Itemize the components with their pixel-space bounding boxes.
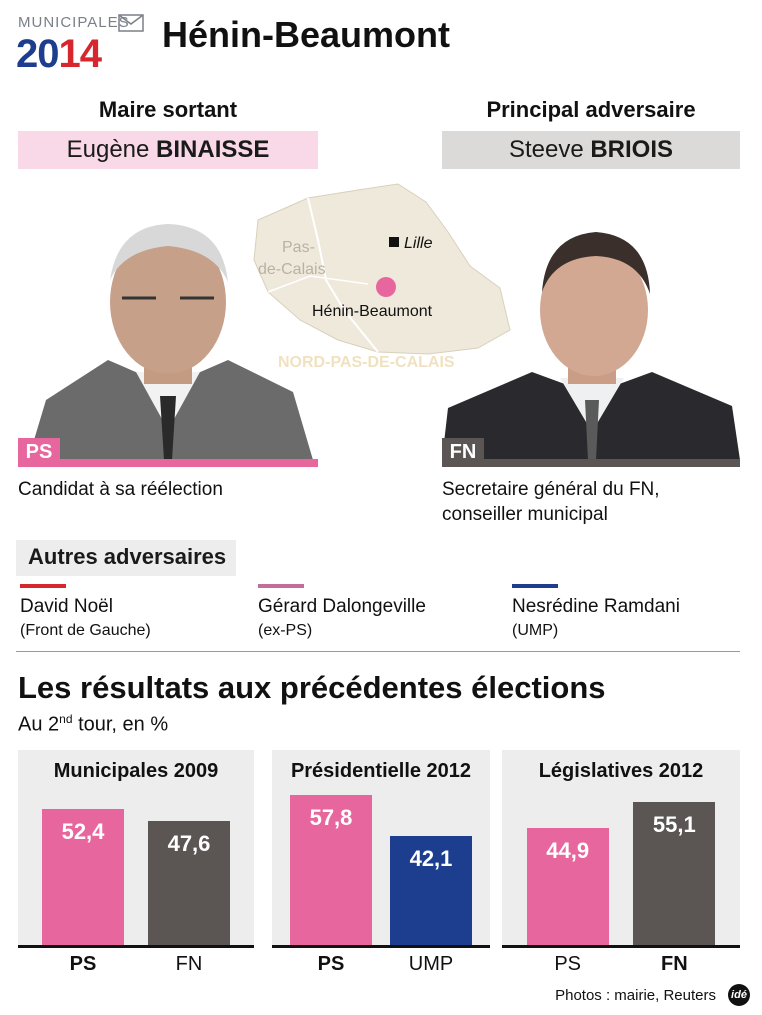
bar-category-label: PS [554, 953, 581, 975]
challenger-name: Steeve BRIOIS [442, 131, 740, 169]
challenger-photo [442, 210, 740, 460]
results-subtitle: Au 2nd tour, en % [18, 712, 169, 736]
other-party-1: (Front de Gauche) [20, 622, 151, 639]
others-title: Autres adversaires [16, 540, 237, 576]
bar-ps [42, 808, 124, 945]
map-city-lille: Lille [404, 235, 433, 252]
bar-ps [526, 828, 609, 945]
henin-beaumont-marker [376, 277, 396, 297]
incumbent-role: Maire sortant [98, 97, 238, 122]
bar-value-label: 47,6 [167, 831, 211, 857]
results-title: Les résultats aux précédentes élections [18, 670, 606, 705]
bar-ump [390, 835, 472, 945]
map-region-label: NORD-PAS-DE-CALAIS [278, 354, 455, 371]
incumbent-caption: Candidat à sa réélection [18, 479, 223, 500]
other-party-3: (UMP) [512, 622, 559, 639]
section-divider [16, 651, 740, 652]
bar-value-label: 52,4 [61, 818, 105, 844]
page-title: Hénin-Beaumont [162, 14, 450, 55]
challenger-role: Principal adversaire [486, 97, 696, 122]
logo-year: 2014 [16, 32, 102, 76]
bar-category-label: PS [317, 953, 345, 975]
bar-ps [290, 794, 372, 945]
other-name-2: Gérard Dalongeville [258, 596, 426, 617]
other-color-line-2 [258, 584, 304, 588]
other-color-line-1 [20, 584, 66, 588]
bar-fn [148, 821, 230, 945]
challenger-party-tag: FN [442, 438, 484, 466]
ide-logo: idé [728, 984, 750, 1006]
other-party-2: (ex-PS) [258, 622, 313, 639]
incumbent-party-tag: PS [18, 438, 60, 466]
other-name-3: Nesrédine Ramdani [512, 596, 680, 617]
bar-category-label: FN [175, 953, 203, 975]
logo-municipales-text: MUNICIPALES [18, 14, 130, 31]
envelope-icon [118, 14, 144, 32]
chart-panel-title: Présidentielle 2012 [290, 760, 472, 782]
bar-fn [633, 801, 716, 945]
map-town-label: Hénin-Beaumont [312, 303, 433, 320]
ps-underline [18, 459, 318, 467]
bar-value-label: 42,1 [409, 845, 453, 871]
lille-marker [389, 237, 399, 247]
chart-baseline [502, 945, 740, 948]
map-dept-line2: de-Calais [258, 261, 326, 278]
other-name-1: David Noël [20, 596, 113, 617]
bar-category-label: UMP [408, 953, 454, 975]
chart-baseline [272, 945, 490, 948]
incumbent-photo [18, 210, 318, 460]
challenger-caption-line1: Secretaire général du FN, [442, 479, 660, 500]
chart-panel-title: Législatives 2012 [538, 760, 704, 782]
chart-baseline [18, 945, 254, 948]
region-map: Pas- de-Calais Lille Hénin-Beaumont NORD… [253, 183, 511, 371]
fn-underline [442, 459, 740, 467]
chart-panel-title: Municipales 2009 [53, 760, 219, 782]
challenger-caption-line2: conseiller municipal [442, 504, 608, 525]
bar-value-label: 44,9 [546, 838, 590, 864]
photo-credit: Photos : mairie, Reuters [555, 987, 716, 1004]
bar-category-label: FN [660, 953, 688, 975]
bar-value-label: 55,1 [652, 811, 696, 837]
map-dept-line1: Pas- [282, 239, 315, 256]
incumbent-name: Eugène BINAISSE [18, 131, 318, 169]
bar-category-label: PS [69, 953, 97, 975]
other-color-line-3 [512, 584, 558, 588]
bar-value-label: 57,8 [309, 804, 353, 830]
